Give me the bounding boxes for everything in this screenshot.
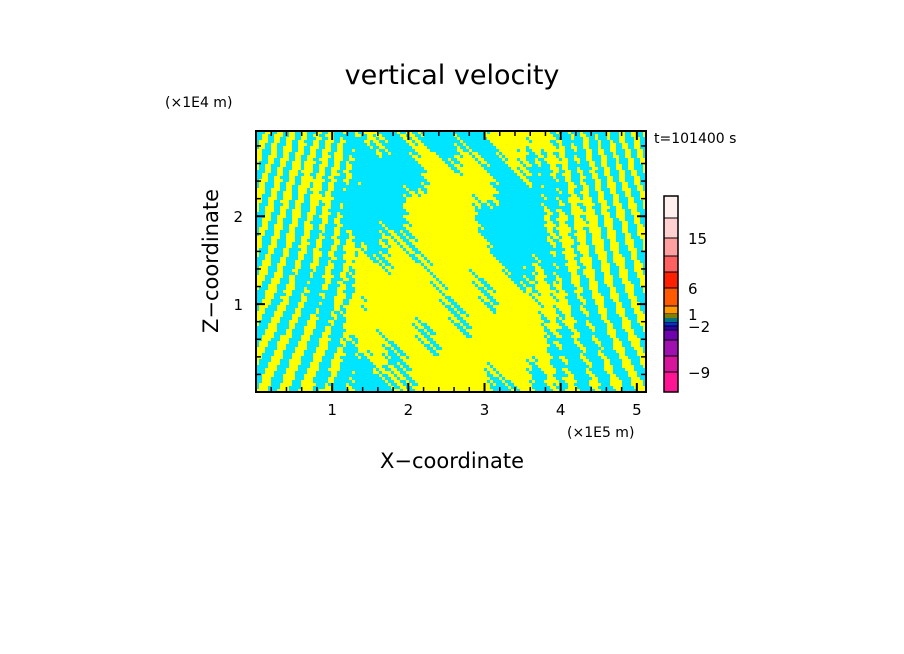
x-axis-label: X−coordinate	[380, 449, 524, 473]
plot-frame	[255, 130, 647, 393]
x-unit-label: (×1E5 m)	[567, 425, 634, 441]
colorbar-segment	[663, 271, 679, 289]
colorbar-segment	[663, 371, 679, 393]
velocity-field	[256, 131, 646, 392]
colorbar-segment	[663, 325, 679, 331]
colorbar-label: 1	[688, 306, 698, 324]
colorbar-frame	[663, 195, 679, 393]
time-label: t=101400 s	[654, 131, 736, 147]
x-axis-ticks: 1 2 3 4 5	[270, 131, 642, 419]
y-tick-label: 2	[233, 208, 243, 226]
colorbar-label: −2	[688, 318, 710, 336]
colorbar: 15 6 1−2 −9	[663, 195, 710, 393]
colorbar-label: 15	[688, 230, 707, 248]
colorbar-segment	[663, 255, 679, 273]
y-unit-label: (×1E4 m)	[165, 95, 232, 111]
colorbar-segment	[663, 339, 679, 357]
colorbar-segment	[663, 237, 679, 257]
y-tick-label: 1	[233, 296, 243, 314]
colorbar-segment	[663, 329, 679, 341]
colorbar-segment	[663, 321, 679, 327]
y-axis-label: Z−coordinate	[199, 189, 223, 333]
x-tick-label: 5	[632, 401, 642, 419]
y-axis-ticks: 12	[233, 145, 646, 376]
colorbar-label: −9	[688, 364, 710, 382]
x-tick-label: 4	[556, 401, 566, 419]
x-tick-label: 2	[404, 401, 414, 419]
positive-velocity-region	[256, 131, 646, 392]
x-tick-label: 1	[327, 401, 337, 419]
colorbar-segment	[663, 195, 679, 219]
colorbar-segment	[663, 217, 679, 239]
colorbar-segment	[663, 355, 679, 373]
colorbar-segment	[663, 287, 679, 307]
colorbar-segment	[663, 305, 679, 315]
x-tick-label: 3	[480, 401, 490, 419]
chart-title: vertical velocity	[345, 60, 560, 91]
colorbar-label: 6	[688, 280, 698, 298]
